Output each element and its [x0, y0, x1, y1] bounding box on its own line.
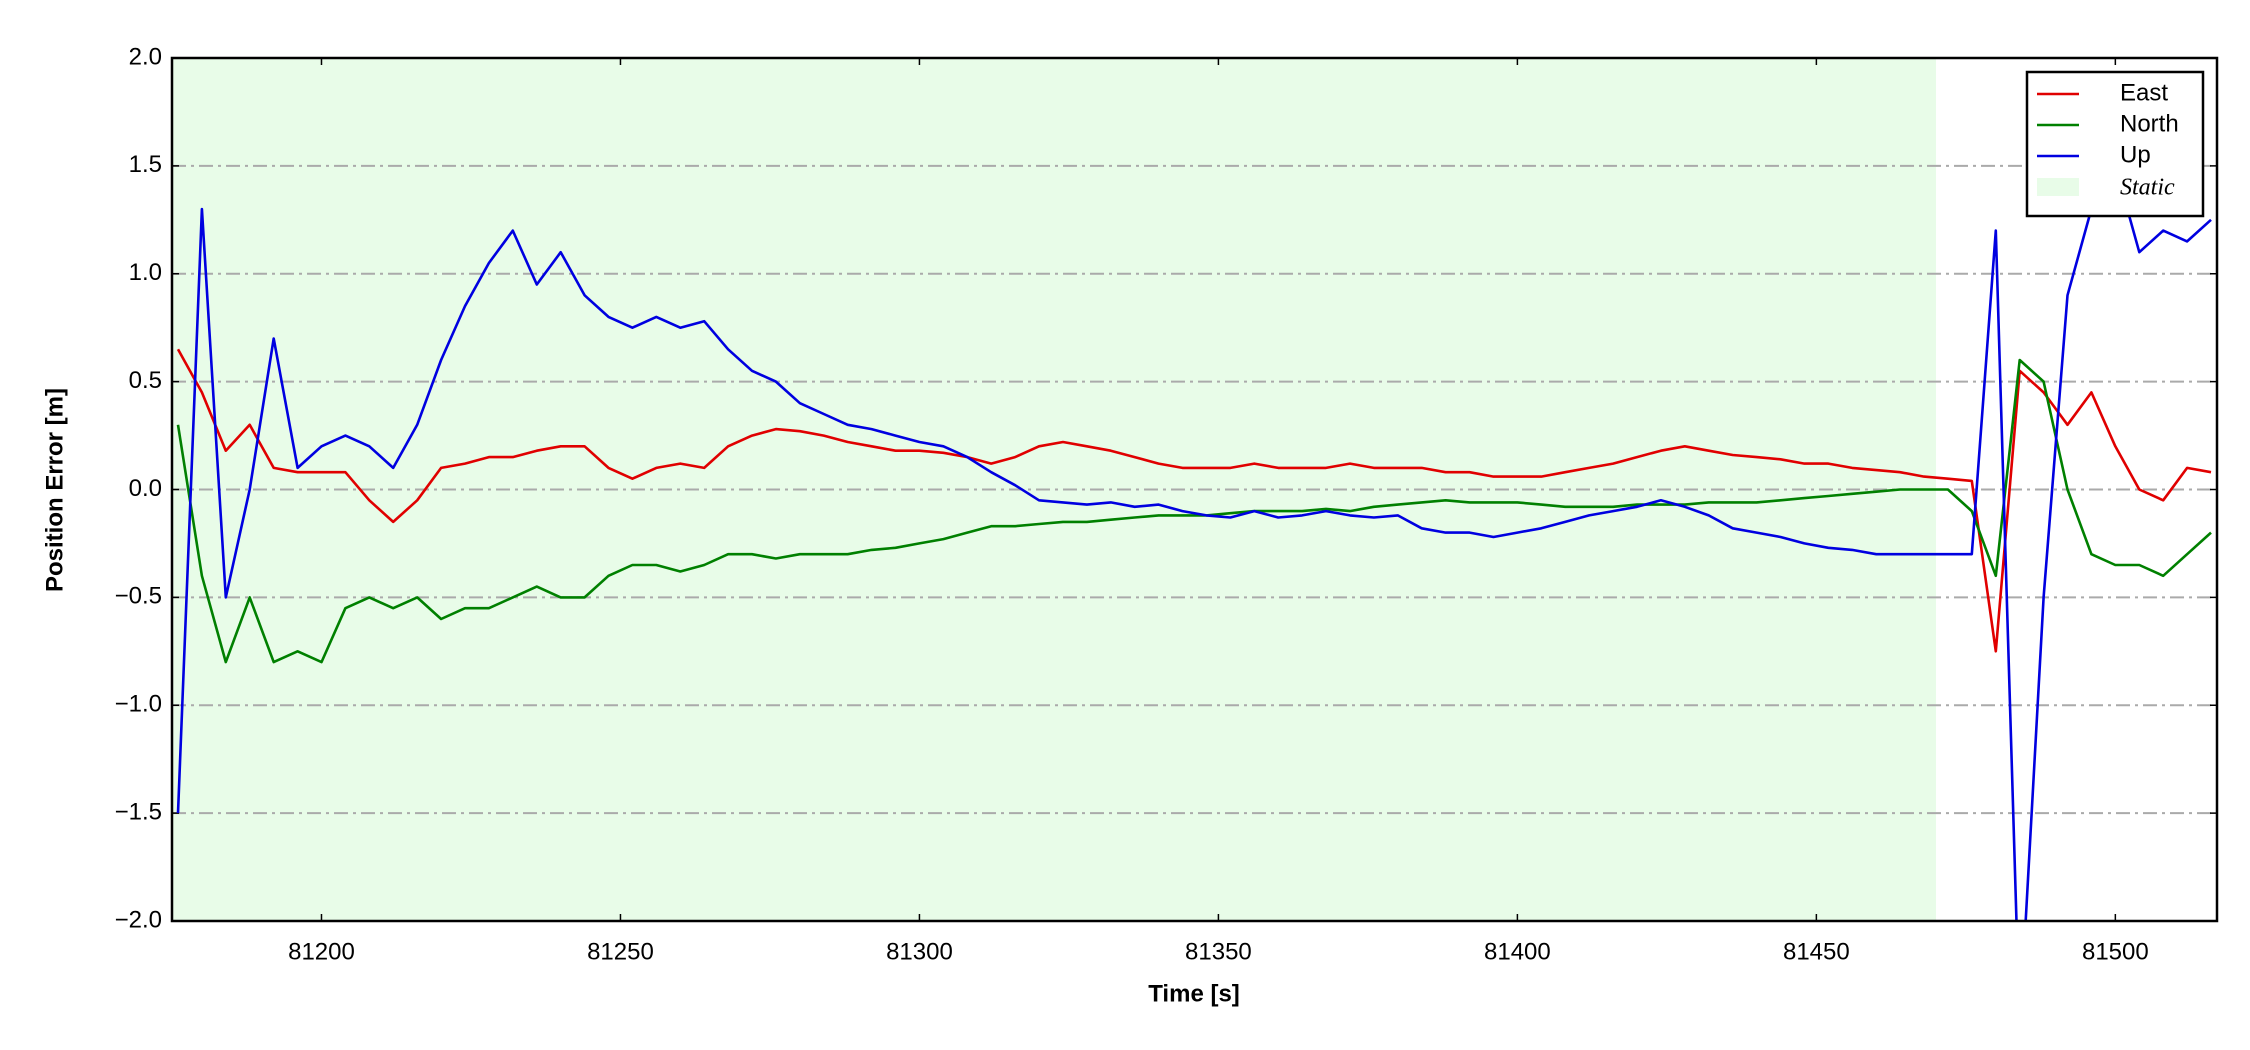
- x-tick-label: 81250: [587, 938, 654, 965]
- x-tick-label: 81200: [288, 938, 355, 965]
- y-tick-label: −0.5: [115, 583, 162, 610]
- legend-label: North: [2120, 110, 2179, 137]
- plot-lines: [176, 164, 2212, 921]
- plot-frame: [170, 56, 2219, 923]
- y-tick-label: 0.5: [129, 367, 162, 394]
- y-tick-label: −1.5: [115, 798, 162, 825]
- y-tick-label: 2.0: [129, 43, 162, 70]
- x-tick-label: 81350: [1185, 938, 1252, 965]
- x-axis-label: Time [s]: [1148, 980, 1240, 1007]
- legend-label: Static: [2120, 175, 2175, 201]
- legend-box: [2025, 70, 2205, 218]
- y-tick-label: −2.0: [115, 906, 162, 933]
- x-tick-label: 81450: [1783, 938, 1850, 965]
- series-line: [176, 358, 2212, 664]
- y-axis-label: Position Error [m]: [41, 388, 68, 592]
- legend-label: Up: [2120, 141, 2151, 168]
- y-tick-label: −1.0: [115, 691, 162, 718]
- x-tick-label: 81500: [2082, 938, 2149, 965]
- y-tick-label: 1.5: [129, 151, 162, 178]
- y-tick-label: 1.0: [129, 259, 162, 286]
- series-line: [176, 164, 2212, 921]
- y-tick-label: 0.0: [129, 475, 162, 502]
- legend-swatch: [2037, 178, 2079, 196]
- legend-label: East: [2120, 79, 2168, 106]
- x-tick-label: 81400: [1484, 938, 1551, 965]
- x-tick-label: 81300: [886, 938, 953, 965]
- series-line: [176, 348, 2212, 653]
